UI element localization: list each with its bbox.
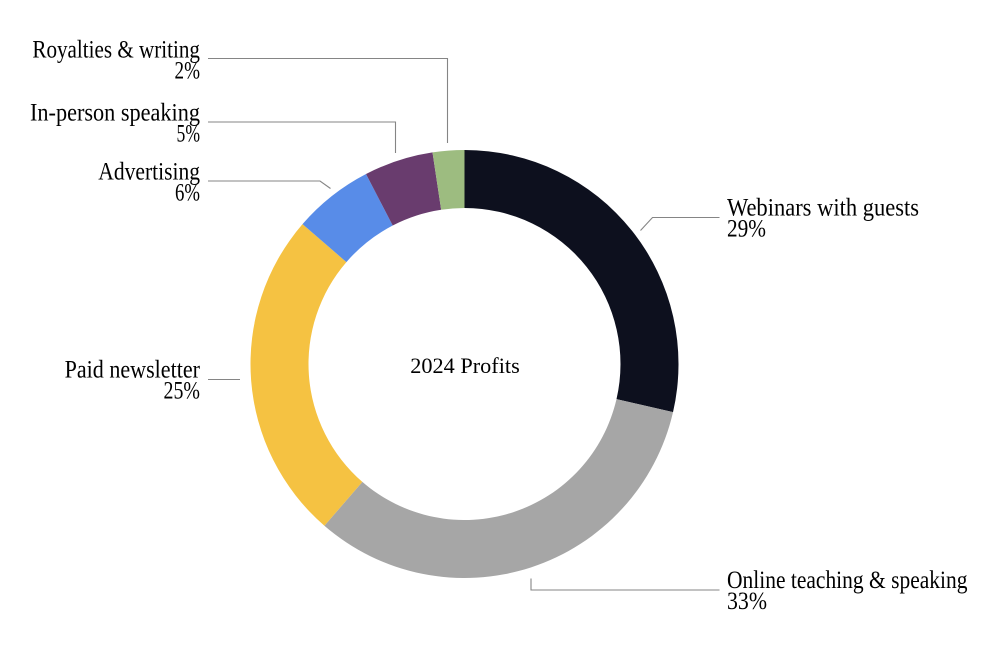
- svg-text:2024 Profits: 2024 Profits: [410, 353, 520, 378]
- svg-text:6%: 6%: [175, 180, 200, 207]
- svg-text:Advertising: Advertising: [98, 159, 200, 186]
- svg-text:Webinars with guests: Webinars with guests: [727, 195, 919, 222]
- svg-text:In-person speaking: In-person speaking: [30, 100, 200, 127]
- svg-text:Royalties & writing: Royalties & writing: [32, 37, 200, 64]
- svg-text:Online teaching & speaking: Online teaching & speaking: [727, 567, 968, 594]
- svg-text:Paid newsletter: Paid newsletter: [65, 357, 201, 384]
- svg-text:33%: 33%: [727, 588, 767, 615]
- svg-text:25%: 25%: [164, 378, 201, 405]
- svg-text:5%: 5%: [177, 121, 201, 148]
- svg-text:2%: 2%: [175, 58, 201, 85]
- svg-text:29%: 29%: [727, 216, 766, 243]
